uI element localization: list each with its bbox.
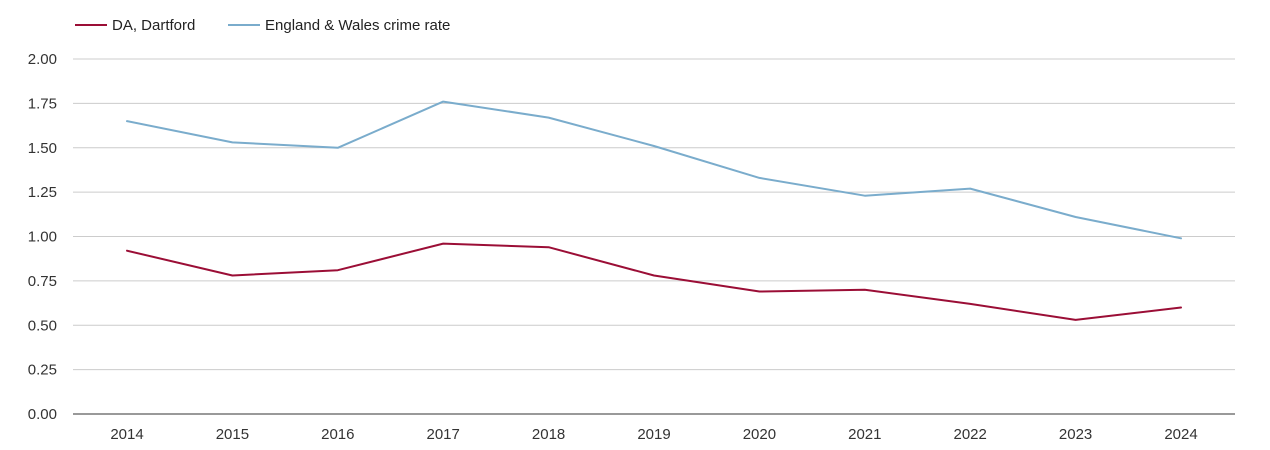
x-tick-label: 2016 bbox=[321, 426, 354, 443]
y-tick-label: 1.00 bbox=[28, 229, 57, 246]
legend: DA, Dartford England & Wales crime rate bbox=[75, 17, 450, 34]
y-tick-label: 0.75 bbox=[28, 273, 57, 290]
series-line-1 bbox=[126, 100, 1182, 240]
series-line-0 bbox=[126, 242, 1182, 321]
x-tick-label: 2022 bbox=[954, 426, 987, 443]
y-tick-label: 1.75 bbox=[28, 95, 57, 112]
x-tick-label: 2019 bbox=[637, 426, 670, 443]
legend-label: DA, Dartford bbox=[112, 17, 195, 34]
y-tick-label: 2.00 bbox=[28, 51, 57, 68]
y-axis: 0.00 0.25 0.50 0.75 1.00 1.25 1.50 1.75 2.00 bbox=[28, 51, 57, 423]
x-tick-label: 2024 bbox=[1164, 426, 1197, 443]
x-tick-label: 2023 bbox=[1059, 426, 1092, 443]
x-tick-label: 2015 bbox=[216, 426, 249, 443]
x-tick-label: 2020 bbox=[743, 426, 776, 443]
x-tick-label: 2017 bbox=[427, 426, 460, 443]
y-tick-label: 0.25 bbox=[28, 362, 57, 379]
legend-label: England & Wales crime rate bbox=[265, 17, 450, 34]
x-axis: 2014 2015 2016 2017 2018 2019 2020 2021 2022 2023… bbox=[73, 413, 1235, 443]
x-tick-label: 2021 bbox=[848, 426, 881, 443]
x-tick-label: 2014 bbox=[110, 426, 143, 443]
x-tick-label: 2018 bbox=[532, 426, 565, 443]
gridlines bbox=[73, 58, 1235, 371]
y-tick-label: 1.50 bbox=[28, 140, 57, 157]
y-tick-label: 0.50 bbox=[28, 317, 57, 334]
y-tick-label: 1.25 bbox=[28, 184, 57, 201]
y-tick-label: 0.00 bbox=[28, 406, 57, 423]
series-lines bbox=[126, 100, 1182, 321]
